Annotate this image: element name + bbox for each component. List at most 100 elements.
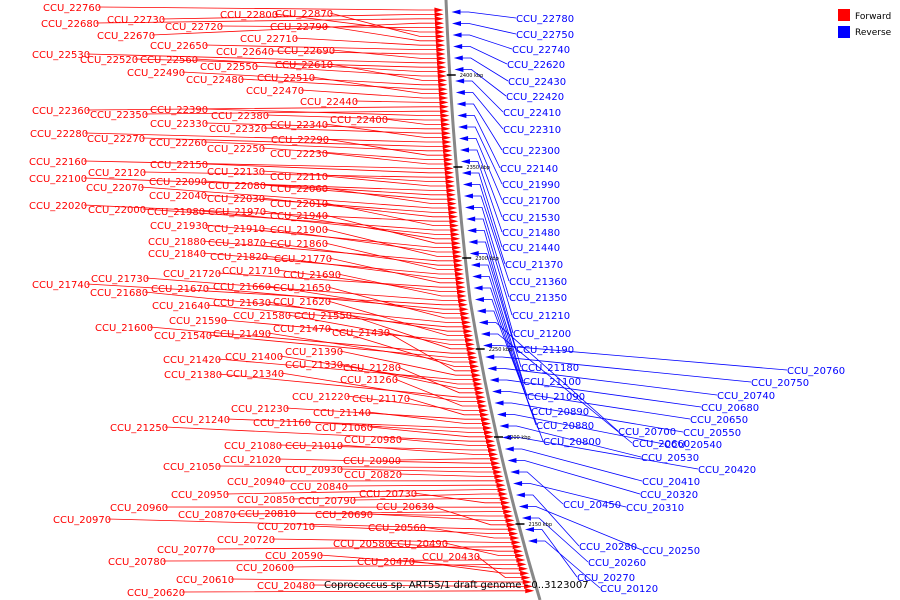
forward-connector-line — [339, 468, 498, 473]
forward-connector-line — [324, 202, 454, 227]
forward-connector-line — [205, 287, 464, 310]
kbp-tick-label: 2200 kbp — [507, 435, 531, 441]
forward-gene-feature — [436, 47, 446, 53]
forward-gene-label: CCU_21910 — [207, 224, 265, 235]
forward-gene-feature — [450, 227, 460, 233]
forward-connector-line — [346, 395, 484, 411]
forward-connector-line — [271, 538, 516, 543]
forward-gene-feature — [507, 526, 517, 532]
forward-gene-feature — [477, 399, 487, 405]
reverse-gene-feature — [455, 90, 465, 95]
forward-gene-feature — [506, 522, 516, 528]
forward-gene-feature — [437, 64, 447, 70]
forward-gene-feature — [447, 196, 457, 202]
reverse-gene-label: CCU_21370 — [505, 260, 563, 271]
forward-connector-line — [201, 210, 455, 235]
reverse-gene-label: CCU_22420 — [506, 92, 564, 103]
forward-connector-line — [203, 141, 448, 152]
forward-connector-line — [329, 63, 443, 81]
forward-connector-line — [230, 578, 527, 583]
forward-gene-label: CCU_22230 — [270, 149, 328, 160]
reverse-connector-line — [512, 460, 641, 495]
forward-connector-line — [327, 286, 466, 319]
forward-gene-label: CCU_21770 — [274, 254, 332, 265]
reverse-gene-label: CCU_21100 — [523, 377, 581, 388]
reverse-gene-label: CCU_20680 — [701, 403, 759, 414]
forward-gene-feature — [452, 245, 462, 251]
forward-gene-feature — [442, 139, 452, 145]
forward-connector-line — [261, 197, 453, 218]
forward-connector-line — [331, 49, 441, 59]
forward-connector-line — [290, 564, 522, 568]
forward-gene-label: CCU_22800 — [220, 10, 278, 21]
reverse-gene-label: CCU_21530 — [502, 213, 560, 224]
forward-gene-label: CCU_20850 — [237, 495, 295, 506]
reverse-gene-feature — [457, 113, 467, 118]
forward-gene-label: CCU_21390 — [285, 347, 343, 358]
forward-gene-feature — [444, 165, 454, 171]
forward-connector-line — [223, 319, 470, 341]
forward-connector-line — [367, 411, 486, 425]
forward-connector-line — [84, 132, 447, 143]
forward-gene-label: CCU_22510 — [257, 73, 315, 84]
forward-connector-line — [240, 78, 443, 90]
forward-gene-label: CCU_22150 — [150, 160, 208, 171]
forward-connector-line — [413, 492, 505, 504]
forward-gene-feature — [502, 504, 512, 510]
reverse-gene-feature — [494, 400, 504, 406]
forward-gene-feature — [492, 465, 502, 471]
kbp-tick-label: 2300 kbp — [475, 256, 499, 262]
reverse-gene-label: CCU_22740 — [512, 45, 570, 56]
forward-connector-line — [339, 350, 476, 376]
forward-gene-label: CCU_22710 — [240, 34, 298, 45]
forward-connector-line — [162, 559, 521, 562]
forward-connector-line — [337, 273, 462, 297]
forward-connector-line — [267, 332, 474, 363]
forward-gene-feature — [445, 179, 455, 185]
forward-gene-label: CCU_22100 — [29, 174, 87, 185]
forward-gene-feature — [504, 513, 514, 519]
forward-gene-feature — [453, 253, 463, 259]
forward-gene-label: CCU_22400 — [330, 115, 388, 126]
forward-gene-label: CCU_22330 — [150, 119, 208, 130]
forward-gene-label: CCU_20690 — [315, 510, 373, 521]
forward-gene-label: CCU_20430 — [422, 552, 480, 563]
reverse-gene-label: CCU_21210 — [512, 311, 570, 322]
forward-connector-line — [344, 484, 501, 487]
forward-connector-line — [397, 366, 480, 394]
forward-gene-label: CCU_22870 — [275, 9, 333, 20]
forward-gene-feature — [443, 157, 453, 163]
forward-gene-label: CCU_22530 — [32, 50, 90, 61]
forward-gene-feature — [437, 69, 447, 75]
forward-connector-line — [324, 187, 452, 205]
forward-gene-feature — [441, 121, 451, 127]
forward-gene-feature — [513, 548, 523, 554]
forward-gene-label: CCU_21840 — [148, 249, 206, 260]
forward-connector-line — [86, 106, 444, 111]
forward-connector-line — [225, 489, 502, 495]
forward-gene-feature — [476, 394, 486, 400]
forward-gene-label: CCU_21340 — [226, 369, 284, 380]
forward-gene-label: CCU_21060 — [315, 423, 373, 434]
forward-connector-line — [262, 241, 458, 266]
forward-gene-label: CCU_21540 — [154, 331, 212, 342]
forward-gene-label: CCU_20940 — [227, 477, 285, 488]
forward-connector-line — [387, 542, 518, 552]
forward-gene-feature — [461, 315, 471, 321]
forward-gene-feature — [441, 130, 451, 136]
reverse-gene-label: CCU_20250 — [642, 546, 700, 557]
forward-gene-label: CCU_21870 — [208, 238, 266, 249]
legend-reverse-swatch — [838, 26, 850, 38]
forward-connector-line — [134, 58, 442, 68]
forward-gene-feature — [434, 11, 444, 17]
forward-gene-feature — [442, 143, 452, 149]
forward-connector-line — [144, 291, 466, 323]
forward-gene-label: CCU_20810 — [238, 509, 296, 520]
forward-gene-feature — [450, 231, 460, 237]
forward-connector-line — [95, 18, 439, 24]
forward-gene-feature — [455, 280, 465, 286]
forward-gene-feature — [470, 363, 480, 369]
reverse-gene-label: CCU_20120 — [600, 584, 658, 595]
forward-gene-label: CCU_22670 — [97, 31, 155, 42]
forward-gene-feature — [442, 135, 452, 141]
